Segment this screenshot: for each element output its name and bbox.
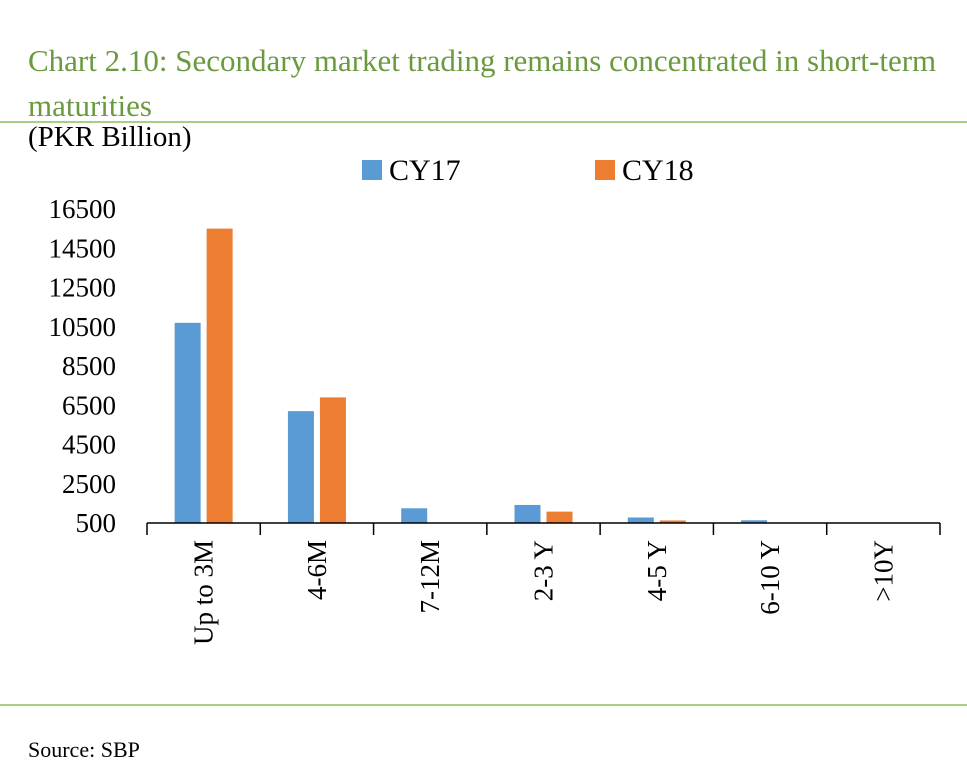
- footer-divider: [0, 704, 967, 706]
- y-tick-label: 4500: [62, 430, 116, 460]
- bar-cy18: [319, 397, 346, 523]
- x-tick-label: >10Y: [868, 540, 898, 602]
- x-tick-label: Up to 3M: [189, 540, 219, 645]
- bar-chart: 500 2500 4500 6500 8500 10500 12500 14500 16500 U…: [49, 154, 941, 645]
- y-tick-label: 2500: [62, 469, 116, 499]
- legend-label-cy17: CY17: [389, 154, 461, 187]
- bar-cy18: [659, 520, 686, 523]
- source-note: Source: SBP: [28, 737, 140, 762]
- y-tick-label: 14500: [49, 233, 117, 263]
- chart-title: Chart 2.10: Secondary market trading rem…: [28, 43, 937, 123]
- y-tick-label: 500: [76, 508, 117, 538]
- y-tick-label: 12500: [49, 273, 117, 303]
- bar-cy17: [401, 508, 428, 523]
- legend-swatch-cy17: [362, 160, 382, 180]
- bar-cy17: [514, 504, 541, 523]
- bar-cy17: [174, 322, 201, 523]
- y-tick-label: 8500: [62, 351, 116, 381]
- y-axis-unit-label: (PKR Billion): [28, 121, 192, 153]
- x-tick-label: 4-6M: [302, 540, 332, 600]
- y-tick-label: 10500: [49, 312, 117, 342]
- bar-cy17: [627, 517, 654, 523]
- bar-cy18: [206, 228, 233, 523]
- y-tick-label: 16500: [49, 194, 117, 224]
- x-tick-label: 6-10 Y: [755, 540, 785, 615]
- bar-cy17: [287, 411, 314, 523]
- y-tick-label: 6500: [62, 390, 116, 420]
- x-tick-label: 7-12M: [415, 540, 445, 614]
- legend-swatch-cy18: [595, 160, 615, 180]
- x-tick-label: 4-5 Y: [642, 540, 672, 601]
- x-tick-label: 2-3 Y: [529, 540, 559, 601]
- legend-label-cy18: CY18: [622, 154, 694, 187]
- bar-cy17: [741, 520, 768, 523]
- title-divider: [0, 121, 967, 123]
- bar-cy18: [546, 511, 573, 523]
